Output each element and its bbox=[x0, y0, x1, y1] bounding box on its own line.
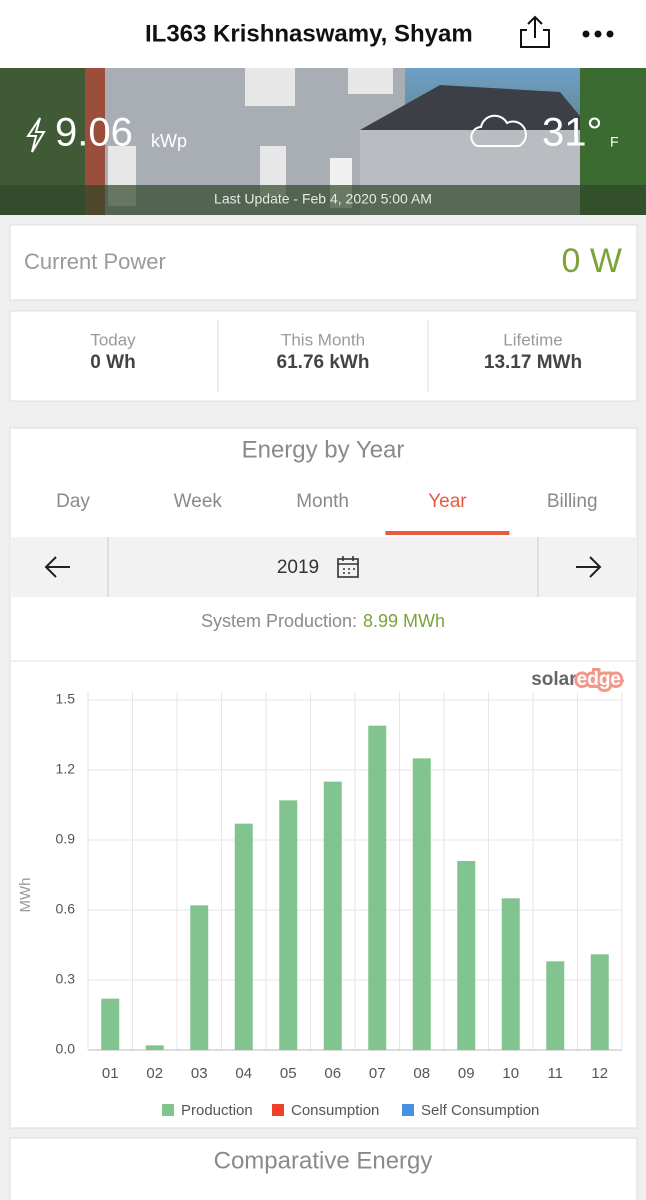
x-tick-label: 09 bbox=[458, 1065, 475, 1082]
x-tick-label: 02 bbox=[146, 1065, 163, 1082]
x-tick-label: 07 bbox=[369, 1065, 386, 1082]
legend-label: Consumption bbox=[291, 1102, 379, 1119]
bar bbox=[145, 1045, 164, 1050]
bar bbox=[457, 861, 476, 1050]
legend-label: Production bbox=[181, 1102, 253, 1119]
x-tick-label: 06 bbox=[324, 1065, 341, 1082]
period: 2019 bbox=[277, 557, 319, 578]
y-tick-label: 1.2 bbox=[56, 761, 76, 777]
bar bbox=[323, 781, 342, 1050]
legend-label: Self Consumption bbox=[421, 1102, 539, 1119]
legend-swatch bbox=[162, 1104, 174, 1116]
x-tick-label: 04 bbox=[235, 1065, 252, 1082]
tab[interactable]: Billing bbox=[547, 491, 598, 512]
header-title: IL363 Krishnaswamy, Shyam bbox=[145, 20, 473, 47]
system-production-label: System Production: bbox=[201, 611, 357, 631]
bar bbox=[412, 758, 431, 1050]
tab[interactable]: Week bbox=[174, 491, 223, 512]
y-tick-label: 0.3 bbox=[56, 971, 76, 987]
current-power-card bbox=[9, 224, 638, 301]
header-bar bbox=[0, 0, 646, 68]
y-axis-label: MWh bbox=[17, 878, 34, 913]
comparative-card bbox=[9, 1137, 638, 1200]
stat-value: 13.17 MWh bbox=[484, 352, 582, 373]
system-size: 9.06 bbox=[55, 111, 133, 155]
y-tick-label: 0.6 bbox=[56, 901, 76, 917]
bar bbox=[190, 905, 209, 1050]
brand-part: edge bbox=[577, 669, 621, 690]
y-tick-label: 0.9 bbox=[56, 831, 76, 847]
stat-label: This Month bbox=[281, 330, 365, 349]
legend-swatch bbox=[402, 1104, 414, 1116]
bar bbox=[590, 954, 609, 1050]
stat-label: Today bbox=[90, 330, 136, 349]
period-nav bbox=[10, 537, 637, 597]
system-production-value: 8.99 MWh bbox=[363, 611, 445, 631]
system-production: System Production: 8.99 MWh bbox=[201, 611, 445, 631]
x-tick-label: 12 bbox=[591, 1065, 608, 1082]
brand-logo: solaredge bbox=[531, 669, 621, 690]
tab[interactable]: Month bbox=[296, 491, 349, 512]
stat-value: 61.76 kWh bbox=[277, 352, 370, 373]
active-tab-indicator bbox=[385, 531, 510, 535]
tab[interactable]: Year bbox=[428, 491, 467, 512]
current-power-value: 0 W bbox=[562, 242, 622, 280]
lightning-icon bbox=[26, 117, 46, 153]
brand-part: solar bbox=[531, 669, 577, 690]
x-tick-label: 05 bbox=[280, 1065, 297, 1082]
system-size-unit: kWp bbox=[151, 131, 187, 151]
temperature: 31° bbox=[542, 111, 603, 155]
x-tick-label: 11 bbox=[547, 1065, 563, 1082]
previous-button[interactable] bbox=[44, 556, 70, 578]
stats-card bbox=[9, 310, 638, 402]
bar bbox=[368, 725, 387, 1050]
x-tick-label: 08 bbox=[413, 1065, 430, 1082]
y-tick-label: 0.0 bbox=[56, 1041, 76, 1057]
more-button[interactable] bbox=[582, 30, 614, 38]
stat-label: Lifetime bbox=[503, 330, 563, 349]
stat-value: 0 Wh bbox=[90, 352, 135, 373]
calendar-button[interactable] bbox=[337, 556, 359, 578]
bar bbox=[501, 898, 520, 1050]
bar bbox=[279, 800, 298, 1050]
comparative-title: Comparative Energy bbox=[214, 1147, 433, 1174]
last-update: Last Update - Feb 4, 2020 5:00 AM bbox=[214, 191, 432, 207]
cloud-icon bbox=[470, 114, 527, 147]
bar bbox=[546, 961, 565, 1050]
x-tick-label: 03 bbox=[191, 1065, 208, 1082]
next-button[interactable] bbox=[576, 556, 602, 578]
temperature-unit: F bbox=[610, 134, 619, 150]
tab[interactable]: Day bbox=[56, 491, 90, 512]
y-tick-label: 1.5 bbox=[56, 691, 76, 707]
bar bbox=[234, 823, 253, 1050]
x-tick-label: 10 bbox=[502, 1065, 519, 1082]
banner-photo bbox=[0, 68, 646, 215]
current-power-label: Current Power bbox=[24, 249, 166, 274]
share-button[interactable] bbox=[520, 15, 550, 48]
legend-swatch bbox=[272, 1104, 284, 1116]
energy-title: Energy by Year bbox=[242, 436, 405, 463]
x-tick-label: 01 bbox=[102, 1065, 119, 1082]
bar bbox=[101, 998, 120, 1050]
